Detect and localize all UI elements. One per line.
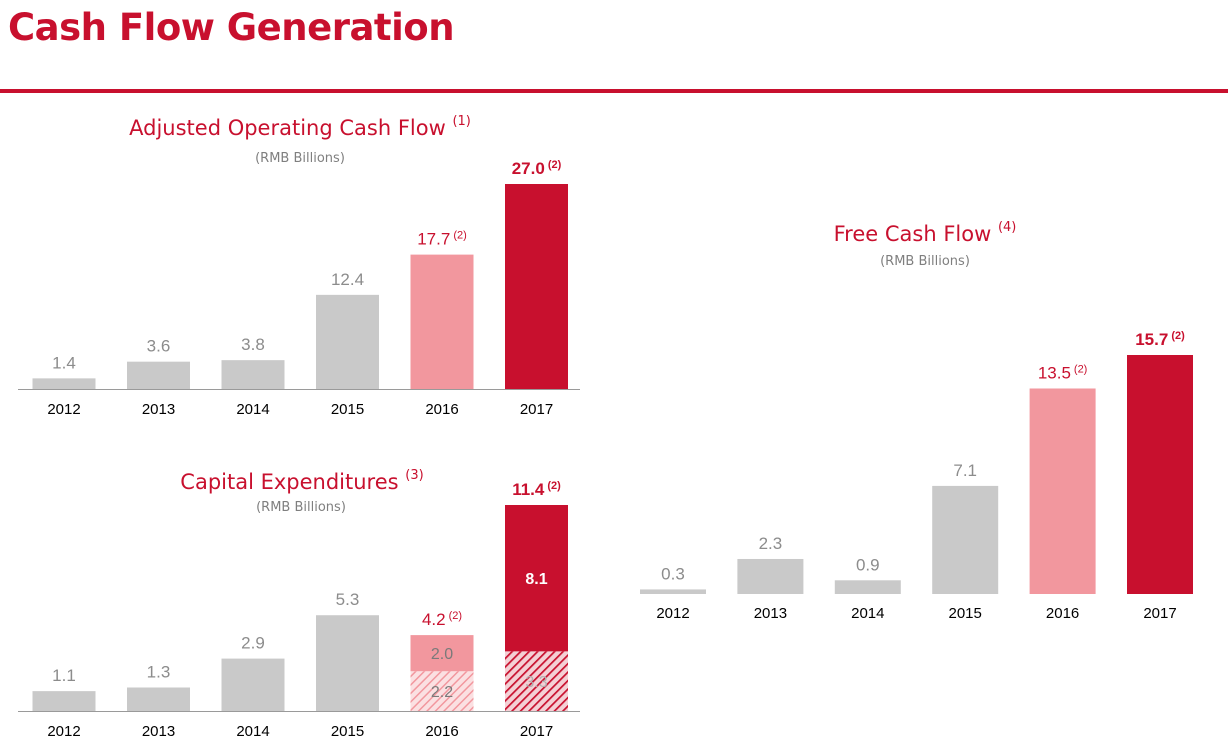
fcf-subtitle: (RMB Billions) [880, 254, 970, 269]
fcf-value-label: 13.5 (2) [1038, 363, 1088, 382]
aocf-category-label: 2014 [236, 401, 269, 418]
fcf-title: Free Cash Flow (4) [833, 220, 1017, 246]
capex-category-label: 2012 [47, 723, 80, 740]
fcf-category-label: 2013 [754, 605, 787, 622]
capex-title: Capital Expenditures (3) [180, 468, 424, 494]
page-title: Cash Flow Generation [8, 6, 455, 49]
fcf-title-note: (4) [997, 220, 1017, 235]
capex-value-label: 1.3 [147, 663, 171, 682]
capex-subtitle: (RMB Billions) [256, 500, 346, 515]
capex-category-label: 2017 [520, 723, 553, 740]
fcf-bar [1127, 355, 1193, 594]
capex-bar [127, 687, 190, 711]
capex-bar-segment [505, 651, 568, 711]
capex-bar-segment [410, 671, 474, 711]
capex-value-label: 4.2 (2) [422, 610, 462, 629]
fcf-bar [737, 558, 804, 594]
fcf-value-label: 7.1 [953, 461, 977, 480]
fcf-value-label: 0.3 [661, 564, 685, 583]
aocf-category-label: 2017 [520, 401, 553, 418]
aocf-value-label: 3.6 [147, 337, 171, 356]
capex-segment-label: 2.2 [431, 684, 453, 701]
fcf-category-label: 2012 [656, 605, 689, 622]
aocf-category-label: 2016 [425, 401, 458, 418]
fcf-bar [932, 485, 999, 594]
capex-bar-segment [505, 505, 568, 652]
fcf-bar [640, 589, 706, 594]
fcf-category-label: 2015 [949, 605, 982, 622]
capex-bar [32, 691, 96, 711]
aocf-value-label: 17.7 (2) [417, 230, 467, 249]
capex-category-label: 2014 [236, 723, 269, 740]
capex-bar [316, 615, 379, 711]
capex-title-note: (3) [405, 468, 424, 483]
fcf-category-label: 2017 [1143, 605, 1176, 622]
aocf-bar [221, 360, 285, 389]
title-rule [0, 89, 1228, 93]
aocf-value-label: 3.8 [241, 335, 265, 354]
fcf-value-label: 0.9 [856, 555, 880, 574]
capex-value-label: 5.3 [336, 590, 360, 609]
capex-title-text: Capital Expenditures [180, 470, 399, 494]
aocf-value-label: 1.4 [52, 353, 76, 372]
fcf-bar [1029, 388, 1096, 594]
aocf-subtitle: (RMB Billions) [255, 151, 345, 166]
aocf-category-label: 2012 [47, 401, 80, 418]
aocf-bar [32, 378, 96, 389]
fcf-value-label: 15.7 (2) [1135, 330, 1185, 349]
fcf-category-label: 2016 [1046, 605, 1079, 622]
aocf-bar [316, 294, 379, 389]
capex-segment-label: 3.3 [525, 674, 547, 691]
capex-category-label: 2015 [331, 723, 364, 740]
fcf-category-label: 2014 [851, 605, 884, 622]
capex-category-label: 2016 [425, 723, 458, 740]
capex-segment-label: 2.0 [431, 646, 453, 663]
capex-segment-label: 8.1 [525, 571, 547, 588]
aocf-title-text: Adjusted Operating Cash Flow [129, 116, 446, 140]
capex-bar-segment [410, 635, 474, 672]
aocf-bar [505, 184, 568, 389]
aocf-bar [127, 361, 190, 389]
fcf-value-label: 2.3 [759, 534, 783, 553]
capex-value-label: 2.9 [241, 634, 265, 653]
capex-value-label: 11.4 (2) [512, 480, 561, 499]
aocf-bar [410, 254, 474, 389]
fcf-bar [834, 580, 901, 594]
aocf-title: Adjusted Operating Cash Flow (1) [129, 114, 471, 140]
capex-value-label: 1.1 [52, 666, 76, 685]
fcf-title-text: Free Cash Flow [833, 222, 992, 246]
aocf-value-label: 27.0 (2) [512, 159, 562, 178]
aocf-category-label: 2015 [331, 401, 364, 418]
aocf-value-label: 12.4 [331, 270, 364, 289]
aocf-title-note: (1) [452, 114, 471, 129]
capex-bar [221, 658, 285, 711]
capex-category-label: 2013 [142, 723, 175, 740]
aocf-category-label: 2013 [142, 401, 175, 418]
